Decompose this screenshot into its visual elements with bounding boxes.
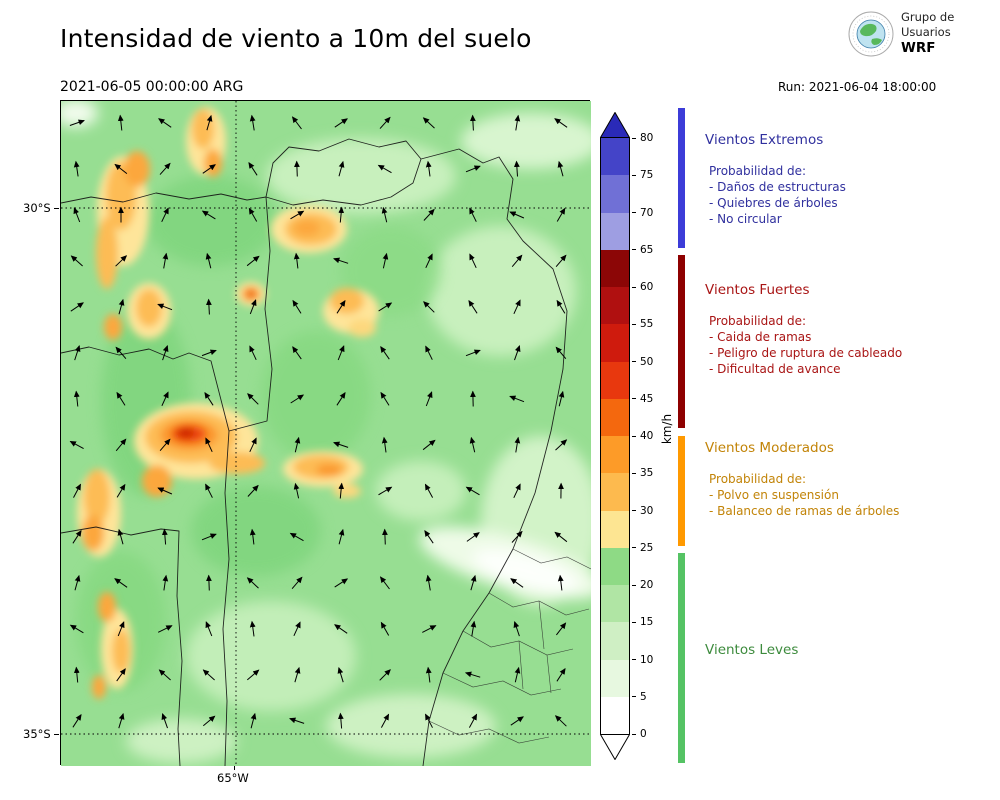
map-canvas (61, 101, 591, 766)
colorbar-segment (601, 212, 629, 250)
colorbar-tick: 70 (632, 206, 653, 220)
legend-category-1: Vientos Fuertes Probabilidad de: - Caida… (705, 282, 902, 377)
colorbar-ticks: 0 5 10 15 20 25 30 35 40 45 50 55 60 65 70 75 80 (632, 132, 682, 740)
legend-category-intro: Probabilidad de: (709, 164, 807, 178)
tick-mark (53, 733, 59, 735)
logo-text: Grupo de Usuarios WRF (901, 10, 954, 57)
legend-strip (678, 100, 685, 765)
colorbar-tick: 75 (632, 168, 653, 182)
colorbar-segment (601, 622, 629, 660)
legend-category-intro: Probabilidad de: (709, 472, 807, 486)
map-panel (60, 100, 591, 766)
colorbar-unit-label: km/h (660, 413, 675, 445)
legend-strip-3 (678, 553, 685, 763)
lat-tick-30s: 30°S (23, 201, 59, 215)
legend-category-3: Vientos Leves (705, 642, 798, 673)
tick-mark (234, 766, 235, 770)
valid-time-label: 2021-06-05 00:00:00 ARG (60, 79, 244, 95)
colorbar-tick: 25 (632, 541, 653, 555)
lon-tick-65w: 65°W (217, 771, 249, 785)
colorbar-segment (601, 324, 629, 362)
colorbar-segment (601, 659, 629, 697)
legend-category-0: Vientos Extremos Probabilidad de: - Daño… (705, 132, 846, 227)
colorbar-tick: 40 (632, 429, 653, 443)
colorbar: 0 5 10 15 20 25 30 35 40 45 50 55 60 65 70 75 80 km/h (600, 112, 686, 760)
wind-field-red-cores (172, 291, 255, 442)
lat-tick-35s: 35°S (23, 727, 59, 741)
legend-panel: Vientos Extremos Probabilidad de: - Daño… (705, 100, 997, 765)
wind-field-light-patches (61, 101, 591, 763)
legend-category-item: - Dificultad de avance (709, 362, 841, 376)
colorbar-tick: 35 (632, 466, 653, 480)
colorbar-tick: 20 (632, 578, 653, 592)
colorbar-tick: 50 (632, 355, 653, 369)
colorbar-segment (601, 398, 629, 436)
gridlines (61, 101, 591, 766)
legend-category-intro: Probabilidad de: (709, 314, 807, 328)
colorbar-tick: 80 (632, 131, 653, 145)
legend-category-item: - Daños de estructuras (709, 180, 846, 194)
colorbar-tick: 65 (632, 243, 653, 257)
wind-arrows (69, 114, 568, 729)
colorbar-segment (601, 138, 629, 176)
colorbar-segment (601, 547, 629, 585)
wrf-logo: Grupo de Usuarios WRF (848, 10, 954, 57)
logo-brand: WRF (901, 39, 936, 56)
logo-org-line2: Usuarios (901, 24, 951, 39)
legend-category-title: Vientos Fuertes (705, 282, 810, 298)
legend-category-item: - Balanceo de ramas de árboles (709, 504, 900, 518)
legend-category-item: - Polvo en suspensión (709, 488, 839, 502)
colorbar-tick: 30 (632, 504, 653, 518)
legend-strip-0 (678, 108, 685, 248)
colorbar-tick: 5 (632, 690, 647, 704)
colorbar-tick: 10 (632, 653, 653, 667)
colorbar-segment (601, 696, 629, 734)
legend-category-item: - Quiebres de árboles (709, 196, 838, 210)
legend-category-item: - Caida de ramas (709, 330, 812, 344)
legend-category-title: Vientos Moderados (705, 440, 834, 456)
colorbar-segment (601, 175, 629, 213)
colorbar-segment (601, 249, 629, 287)
colorbar-segment (601, 287, 629, 325)
colorbar-over-arrow (600, 112, 630, 138)
colorbar-segment (601, 361, 629, 399)
legend-strip-1 (678, 255, 685, 428)
colorbar-segment (601, 510, 629, 548)
page-title: Intensidad de viento a 10m del suelo (60, 24, 532, 53)
lat-tick-35s-label: 35°S (23, 727, 51, 741)
logo-org-line1: Grupo de (901, 10, 955, 24)
model-run-label: Run: 2021-06-04 18:00:00 (778, 80, 937, 94)
legend-category-item: - Peligro de ruptura de cableado (709, 346, 903, 360)
admin-borders (61, 138, 568, 766)
colorbar-segment (601, 473, 629, 511)
colorbar-tick: 15 (632, 615, 653, 629)
colorbar-tick: 0 (632, 727, 647, 741)
legend-category-title: Vientos Leves (705, 642, 799, 658)
colorbar-segment (601, 585, 629, 623)
legend-category-2: Vientos Moderados Probabilidad de: - Pol… (705, 440, 899, 519)
colorbar-tick: 60 (632, 280, 653, 294)
legend-category-title: Vientos Extremos (705, 132, 824, 148)
lon-tick-65w-label: 65°W (217, 771, 249, 785)
legend-category-item: - No circular (709, 212, 782, 226)
colorbar-tick: 55 (632, 317, 653, 331)
legend-strip-2 (678, 436, 685, 546)
tick-mark (53, 207, 59, 209)
colorbar-segment (601, 436, 629, 474)
globe-icon (848, 11, 894, 57)
colorbar-segments (600, 138, 630, 734)
lat-tick-30s-label: 30°S (23, 201, 51, 215)
colorbar-under-arrow (600, 734, 630, 760)
colorbar-tick: 45 (632, 392, 653, 406)
county-borders (428, 548, 591, 744)
